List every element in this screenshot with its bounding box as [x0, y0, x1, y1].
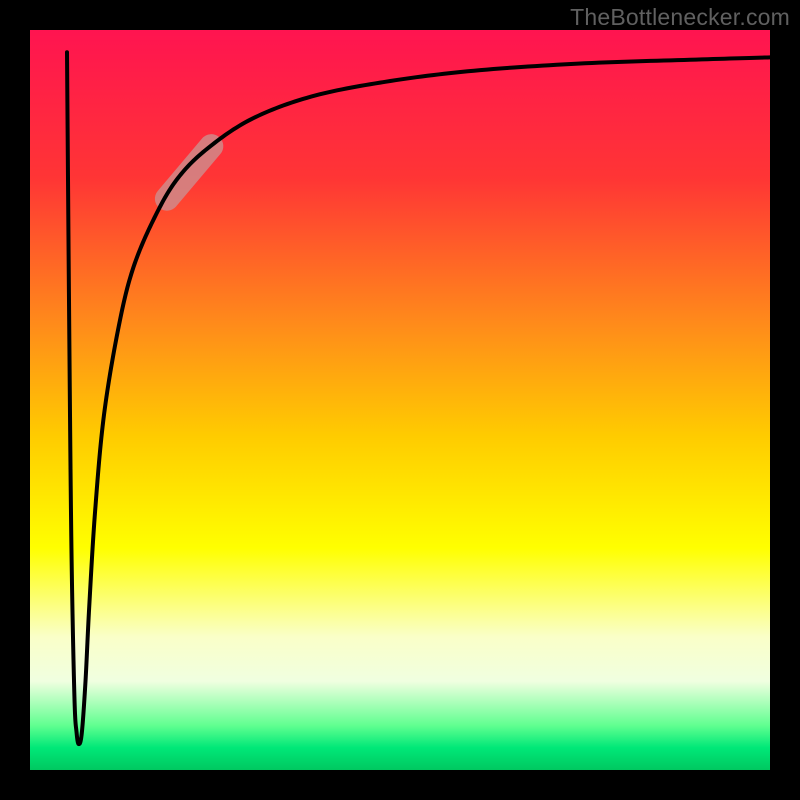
watermark-text: TheBottlenecker.com: [570, 4, 790, 31]
chart-background: [30, 30, 770, 770]
bottleneck-chart: [0, 0, 800, 800]
